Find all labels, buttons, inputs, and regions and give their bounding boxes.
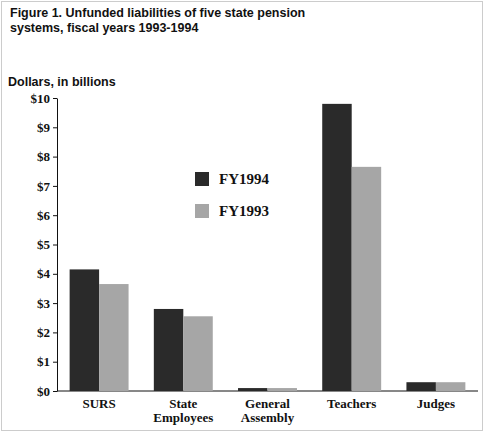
category-label: Judges — [417, 396, 455, 411]
tick-mark — [53, 98, 57, 99]
y-tick: $1 — [37, 354, 57, 369]
tick-mark — [53, 127, 57, 128]
tick-label: $3 — [37, 296, 51, 311]
axis-line — [57, 99, 58, 392]
y-tick: $5 — [37, 237, 57, 252]
y-tick: $3 — [37, 296, 57, 311]
figure: Figure 1. Unfunded liabilities of five s… — [0, 0, 484, 432]
tick-mark — [53, 186, 57, 187]
y-tick: $10 — [31, 91, 58, 106]
tick-label: $5 — [37, 237, 51, 252]
bar — [406, 382, 435, 391]
tick-label: $9 — [37, 120, 51, 135]
tick-mark — [53, 274, 57, 275]
bar — [183, 316, 212, 391]
y-tick: $2 — [37, 325, 57, 340]
bar — [70, 269, 99, 391]
bars — [70, 104, 466, 391]
category-label: SURS — [82, 396, 115, 411]
category-label: StateEmployees — [153, 396, 213, 425]
bar — [322, 104, 351, 391]
category-label: GeneralAssembly — [241, 396, 295, 425]
tick-label: $7 — [37, 179, 51, 194]
tick-label: $4 — [37, 266, 51, 281]
y-tick: $9 — [37, 120, 57, 135]
tick-mark — [53, 245, 57, 246]
category-label: Teachers — [327, 396, 376, 411]
y-tick: $6 — [37, 208, 57, 223]
tick-label: $6 — [37, 208, 51, 223]
chart-svg: Dollars, in billions $0 $1 $2 $3 $4 $5 $6 $7 $8 $9… — [0, 0, 484, 432]
tick-mark — [53, 303, 57, 304]
bar — [436, 382, 465, 391]
tick-mark — [53, 332, 57, 333]
x-axis: SURS StateEmployees GeneralAssembly Teacher… — [82, 396, 455, 425]
y-tick: $8 — [37, 149, 57, 164]
bar — [352, 167, 381, 391]
bar — [268, 388, 297, 391]
legend-label: FY1993 — [219, 203, 269, 219]
y-tick: $4 — [37, 266, 57, 281]
tick-label: $0 — [37, 384, 50, 399]
tick-label: $2 — [37, 325, 50, 340]
bar — [154, 309, 183, 391]
y-axis: $0 $1 $2 $3 $4 $5 $6 $7 $8 $9 $10 — [31, 91, 58, 399]
y-axis-title: Dollars, in billions — [8, 75, 116, 89]
tick-label: $1 — [37, 354, 50, 369]
tick-mark — [53, 215, 57, 216]
tick-label: $8 — [37, 149, 51, 164]
legend-label: FY1994 — [219, 171, 269, 187]
legend-swatch — [195, 172, 209, 186]
tick-label: $10 — [31, 91, 51, 106]
chart-title: Figure 1. Unfunded liabilities of five s… — [10, 6, 310, 36]
y-tick: $0 — [37, 384, 57, 399]
y-tick: $7 — [37, 179, 57, 194]
frame — [2, 2, 483, 431]
legend-swatch — [195, 204, 209, 218]
tick-mark — [53, 391, 57, 392]
tick-mark — [53, 157, 57, 158]
bar — [238, 388, 267, 391]
bar — [99, 284, 128, 391]
tick-mark — [53, 362, 57, 363]
legend: FY1994 FY1993 — [195, 171, 269, 219]
